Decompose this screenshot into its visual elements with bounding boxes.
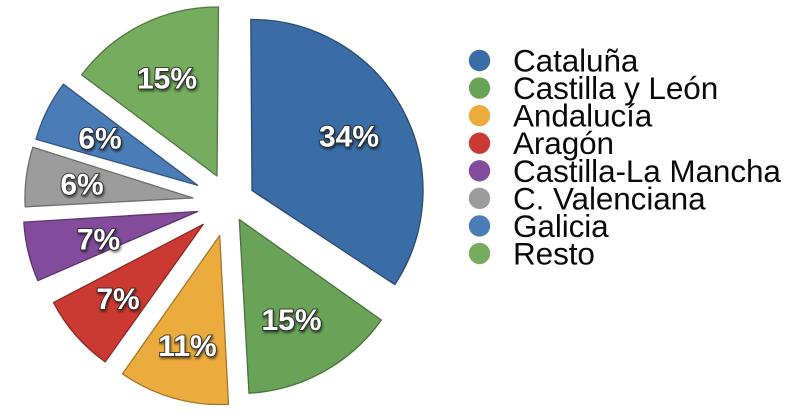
svg-text:6%: 6% <box>78 123 121 156</box>
svg-text:Cataluña: Cataluña <box>513 43 639 79</box>
svg-text:C. Valenciana: C. Valenciana <box>513 180 706 216</box>
svg-text:15%: 15% <box>261 304 321 337</box>
svg-text:Castilla-La Mancha: Castilla-La Mancha <box>513 153 781 189</box>
svg-text:Resto: Resto <box>513 235 595 271</box>
svg-text:11%: 11% <box>158 330 216 363</box>
svg-text:Castilla y León: Castilla y León <box>513 70 718 106</box>
svg-text:Andalucía: Andalucía <box>513 98 653 134</box>
svg-text:Aragón: Aragón <box>513 125 614 161</box>
svg-text:Galicia: Galicia <box>513 208 609 244</box>
svg-text:7%: 7% <box>96 283 139 316</box>
svg-text:15%: 15% <box>137 63 197 96</box>
svg-text:34%: 34% <box>319 121 379 154</box>
svg-text:7%: 7% <box>77 224 120 257</box>
svg-text:6%: 6% <box>60 169 103 202</box>
